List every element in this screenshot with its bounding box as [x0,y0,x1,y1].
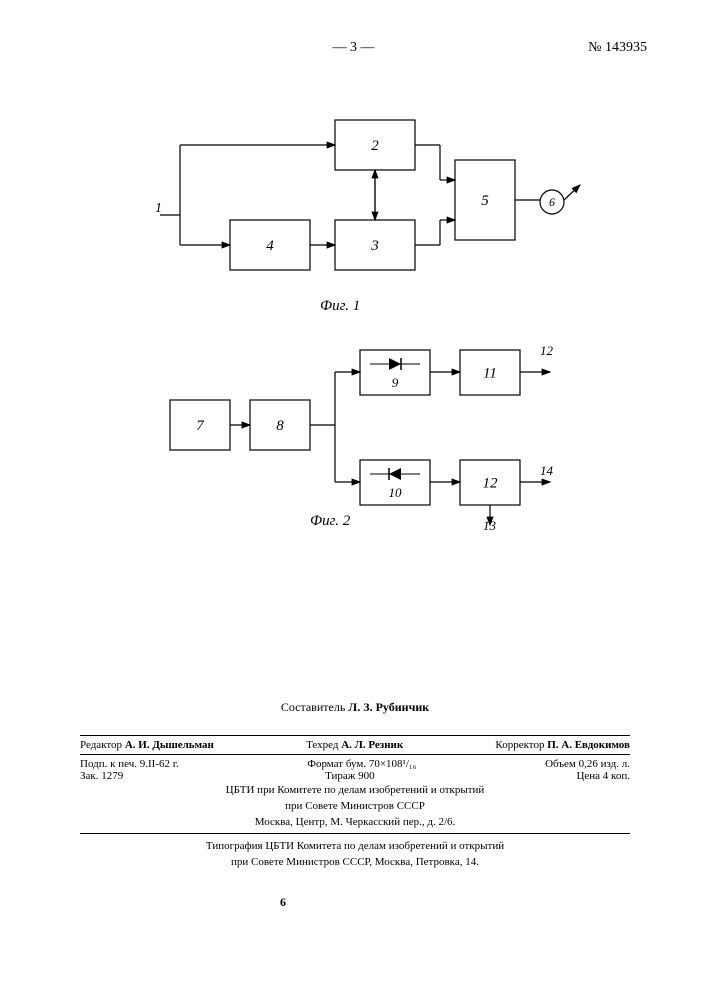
page: — 3 — № 143935 123456Фиг. 1789101112Фиг.… [0,0,707,1000]
svg-text:7: 7 [196,418,205,434]
typo2: при Совете Министров СССР, Москва, Петро… [80,854,630,870]
credits-row: Редактор А. И. Дышельман Техред А. Л. Ре… [80,735,630,755]
addr1: Москва, Центр, М. Черкасский пер., д. 2/… [80,814,630,830]
techred-prefix: Техред [306,739,341,751]
techred: Техред А. Л. Резник [306,739,403,751]
pub-details: Подп. к печ. 9.II-62 г. Формат бум. 70×1… [80,755,630,834]
org2: при Совете Министров СССР [80,798,630,814]
corrector: Корректор П. А. Евдокимов [495,739,630,751]
svg-text:Фиг. 2: Фиг. 2 [310,513,351,529]
svg-text:12: 12 [540,343,554,358]
compiler-line: Составитель Л. З. Рубинчик [80,700,630,715]
editor-name: А. И. Дышельман [125,739,214,751]
svg-text:11: 11 [483,366,497,382]
doc-number: № 143935 [588,40,647,56]
diagrams: 123456Фиг. 1789101112Фиг. 2121314 [100,100,600,540]
diagram-svg: 123456Фиг. 1789101112Фиг. 2121314 [100,100,600,550]
sequence-number: 6 [280,895,286,910]
editor-prefix: Редактор [80,739,125,751]
tirazh: Тираж 900 [325,770,375,782]
svg-text:8: 8 [276,418,284,434]
svg-text:13: 13 [483,518,497,533]
volume: Объем 0,26 изд. л. [545,758,630,770]
imprint-block: Составитель Л. З. Рубинчик Редактор А. И… [80,700,630,870]
svg-text:3: 3 [370,238,379,254]
zak: Зак. 1279 [80,770,123,782]
svg-text:10: 10 [389,485,403,500]
techred-name: А. Л. Резник [341,739,403,751]
svg-text:5: 5 [481,193,489,209]
svg-text:1: 1 [155,201,162,216]
corrector-prefix: Корректор [495,739,547,751]
org1: ЦБТИ при Комитете по делам изобретений и… [80,782,630,798]
svg-text:9: 9 [392,375,399,390]
svg-text:12: 12 [483,476,499,492]
editor: Редактор А. И. Дышельман [80,739,214,751]
corrector-name: П. А. Евдокимов [547,739,630,751]
typo1: Типография ЦБТИ Комитета по делам изобре… [80,838,630,854]
svg-text:4: 4 [266,238,274,254]
svg-text:Фиг. 1: Фиг. 1 [320,298,360,314]
svg-text:6: 6 [549,195,555,209]
svg-text:2: 2 [371,138,379,154]
sign-date: Подп. к печ. 9.II-62 г. [80,758,179,770]
svg-text:14: 14 [540,463,554,478]
price: Цена 4 коп. [576,770,630,782]
compiler-prefix: Составитель [281,700,348,714]
format: Формат бум. 70×108¹/₁₆ [307,758,416,770]
compiler-name: Л. З. Рубинчик [348,700,429,714]
typography-block: Типография ЦБТИ Комитета по делам изобре… [80,834,630,870]
